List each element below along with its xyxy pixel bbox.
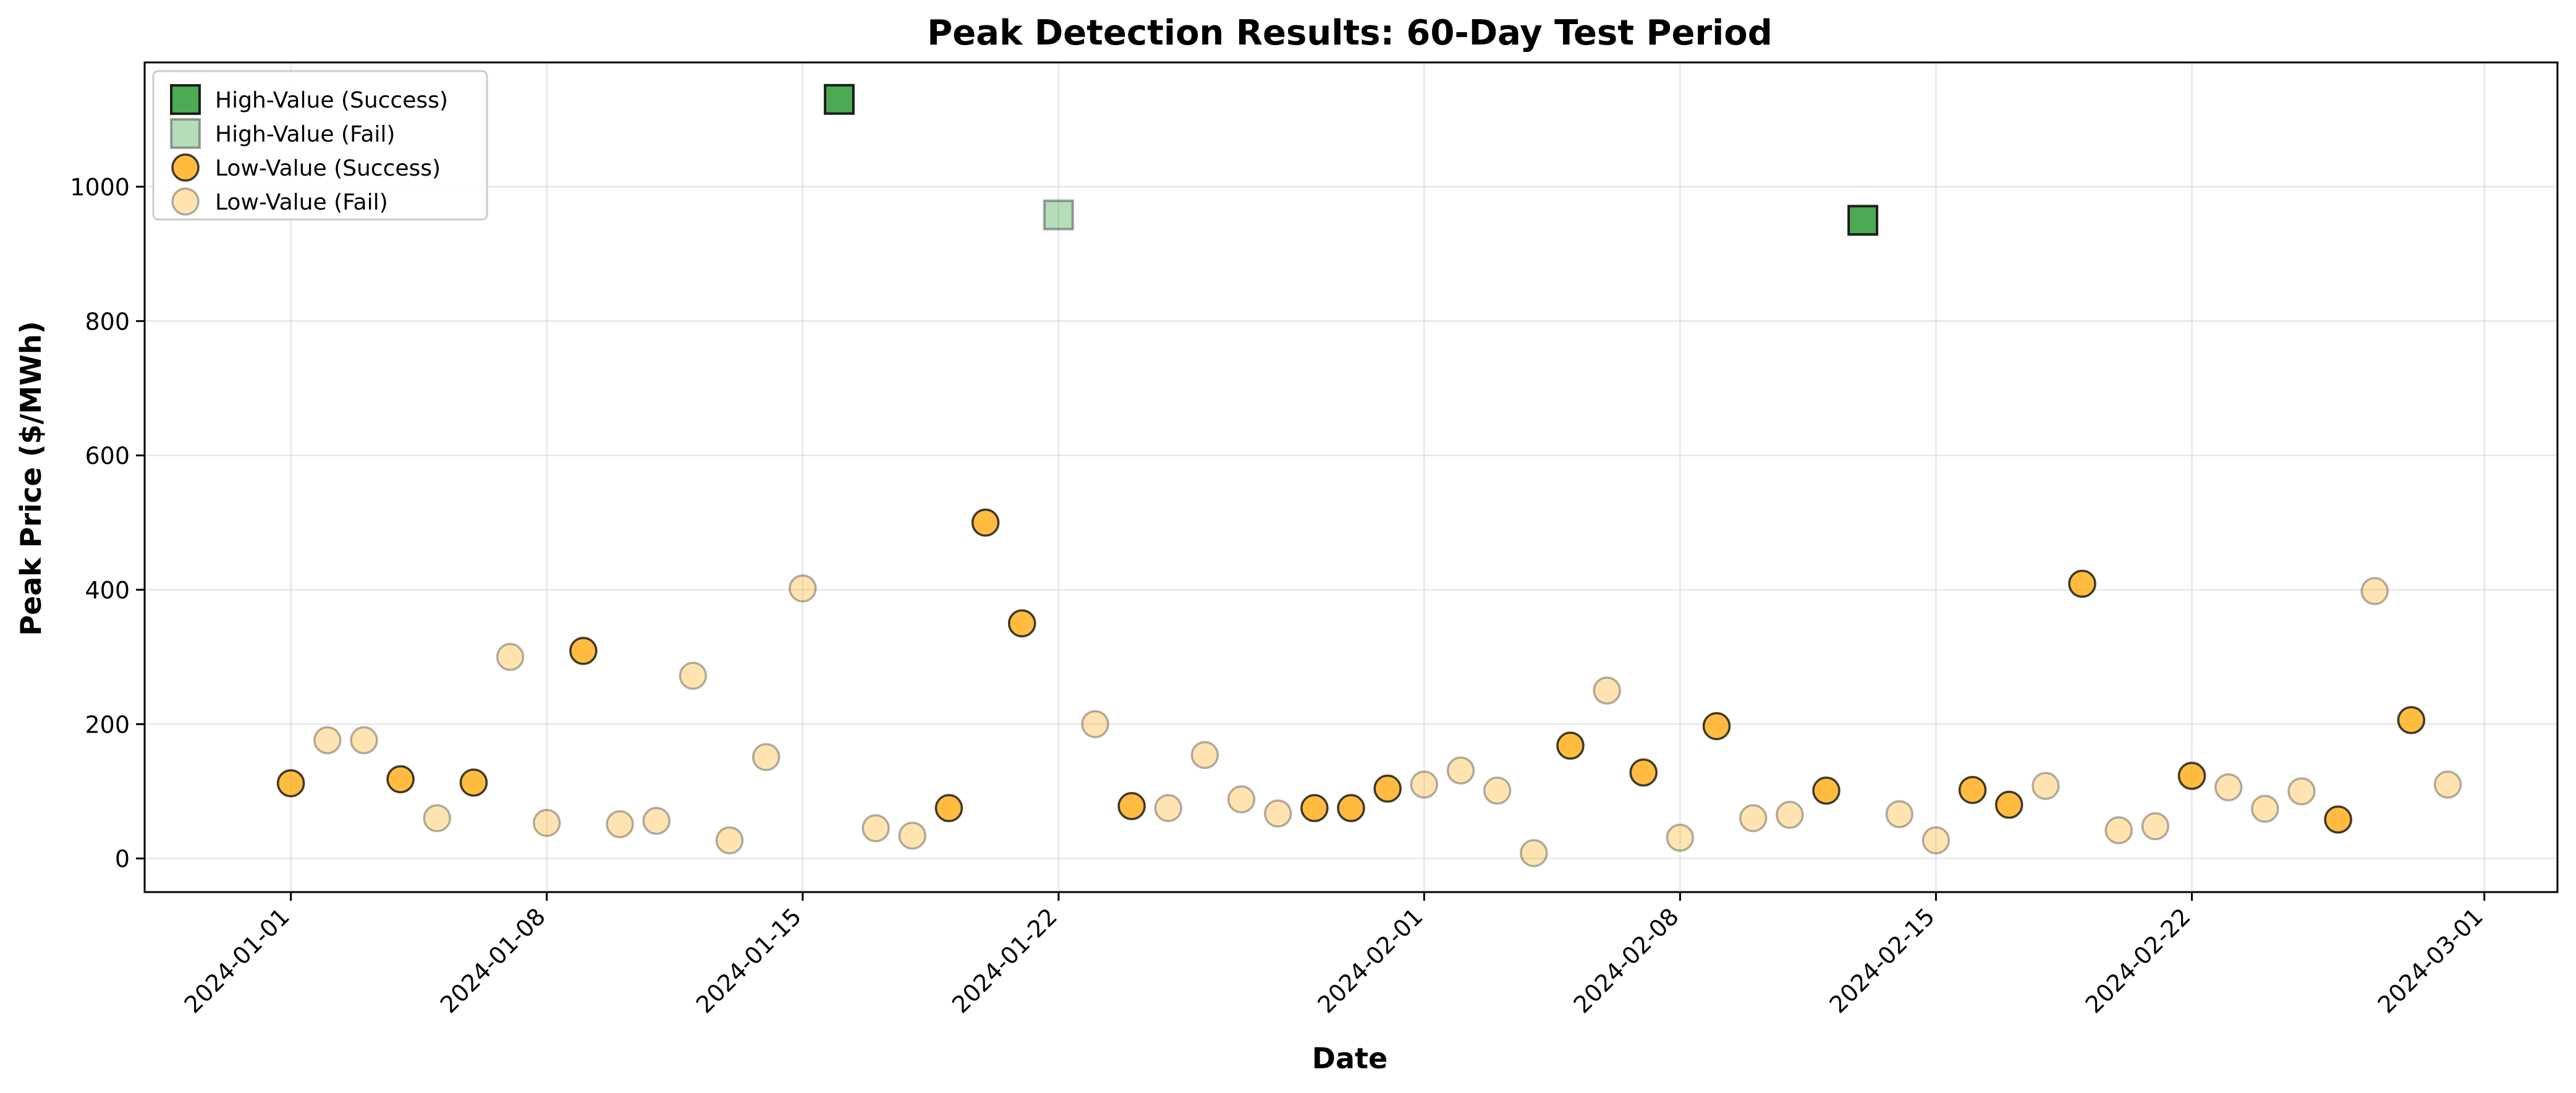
x-axis-label: Date [1312,1042,1388,1075]
low-value-fail-point [532,809,561,837]
legend-label-high-value-success: High-Value (Success) [215,88,448,113]
low-value-fail-point [2287,777,2316,806]
low-value-success-point [1373,774,1402,803]
low-value-fail-point [2360,577,2389,605]
high-value-fail-point [1043,199,1074,231]
low-value-fail-point [1666,823,1695,852]
low-value-fail-point [1154,794,1182,822]
y-tick-label: 0 [115,846,130,873]
low-value-fail-point [788,574,817,603]
legend-swatch-low-value-fail [171,187,200,216]
low-value-fail-point [423,804,451,833]
low-value-fail-point [1081,710,1109,739]
y-axis-label: Peak Price ($/MWh) [14,321,48,636]
legend-label-low-value-fail: Low-Value (Fail) [215,190,388,215]
legend-swatch-high-value-success [170,84,201,115]
low-value-success-point [276,769,305,797]
low-value-fail-point [1227,785,1256,814]
low-value-success-point [2177,762,2206,790]
low-value-fail-point [1446,756,1475,785]
low-value-fail-point [496,642,525,671]
data-markers [276,83,2462,867]
low-value-fail-point [2104,816,2133,844]
low-value-fail-point [1190,741,1219,770]
low-value-fail-point [1593,676,1621,705]
low-value-success-point [386,765,415,794]
high-value-success-point [823,83,855,115]
low-value-success-point [1958,776,1987,804]
low-value-success-point [934,794,964,822]
low-value-success-point [1812,776,1841,805]
low-value-fail-point [350,726,378,755]
low-value-fail-point [715,826,744,855]
low-value-success-point [569,637,598,665]
low-value-success-point [1994,790,2023,819]
low-value-success-point [2397,706,2426,734]
legend: High-Value (Success) High-Value (Fail) Low… [152,70,488,221]
low-value-success-point [459,768,488,797]
low-value-fail-point [898,821,926,850]
low-value-fail-point [1921,826,1951,855]
y-tick-label: 800 [85,308,130,335]
low-value-fail-point [2251,794,2279,823]
chart-title: Peak Detection Results: 60-Day Test Peri… [927,13,1773,53]
legend-box [152,70,488,221]
low-value-success-point [1007,609,1036,638]
low-value-fail-point [752,742,781,772]
y-tick-label: 600 [85,443,130,470]
legend-label-high-value-fail: High-Value (Fail) [215,122,395,147]
low-value-fail-point [1483,776,1512,805]
low-value-success-point [2068,569,2096,598]
low-value-success-point [1117,792,1146,820]
low-value-success-point [1702,712,1731,741]
low-value-fail-point [1410,770,1439,799]
legend-swatch-low-value-success [171,153,200,182]
low-value-success-point [971,508,1000,537]
low-value-fail-point [2214,773,2243,802]
low-value-success-point [1629,758,1658,787]
low-value-fail-point [1739,804,1768,833]
grid [145,62,2557,892]
legend-swatch-high-value-fail [170,118,201,149]
low-value-fail-point [606,810,634,838]
high-value-success-point [1847,205,1879,236]
low-value-fail-point [2141,812,2170,841]
y-tick-label: 1000 [70,174,130,201]
low-value-fail-point [862,814,890,843]
low-value-success-point [1556,731,1585,760]
low-value-fail-point [1520,839,1548,867]
low-value-success-point [1337,794,1365,822]
y-tick-label: 200 [85,711,130,738]
low-value-fail-point [1776,801,1804,829]
low-value-fail-point [2433,770,2462,799]
low-value-success-point [2324,805,2352,834]
low-value-fail-point [2032,772,2060,801]
plot-area-frame [143,61,2559,893]
low-value-fail-point [1885,800,1914,828]
legend-label-low-value-success: Low-Value (Success) [215,156,441,181]
low-value-fail-point [313,726,342,755]
low-value-fail-point [642,807,671,835]
low-value-success-point [1300,794,1329,822]
low-value-fail-point [679,661,708,690]
y-tick-label: 400 [85,577,130,604]
low-value-fail-point [1263,799,1292,828]
